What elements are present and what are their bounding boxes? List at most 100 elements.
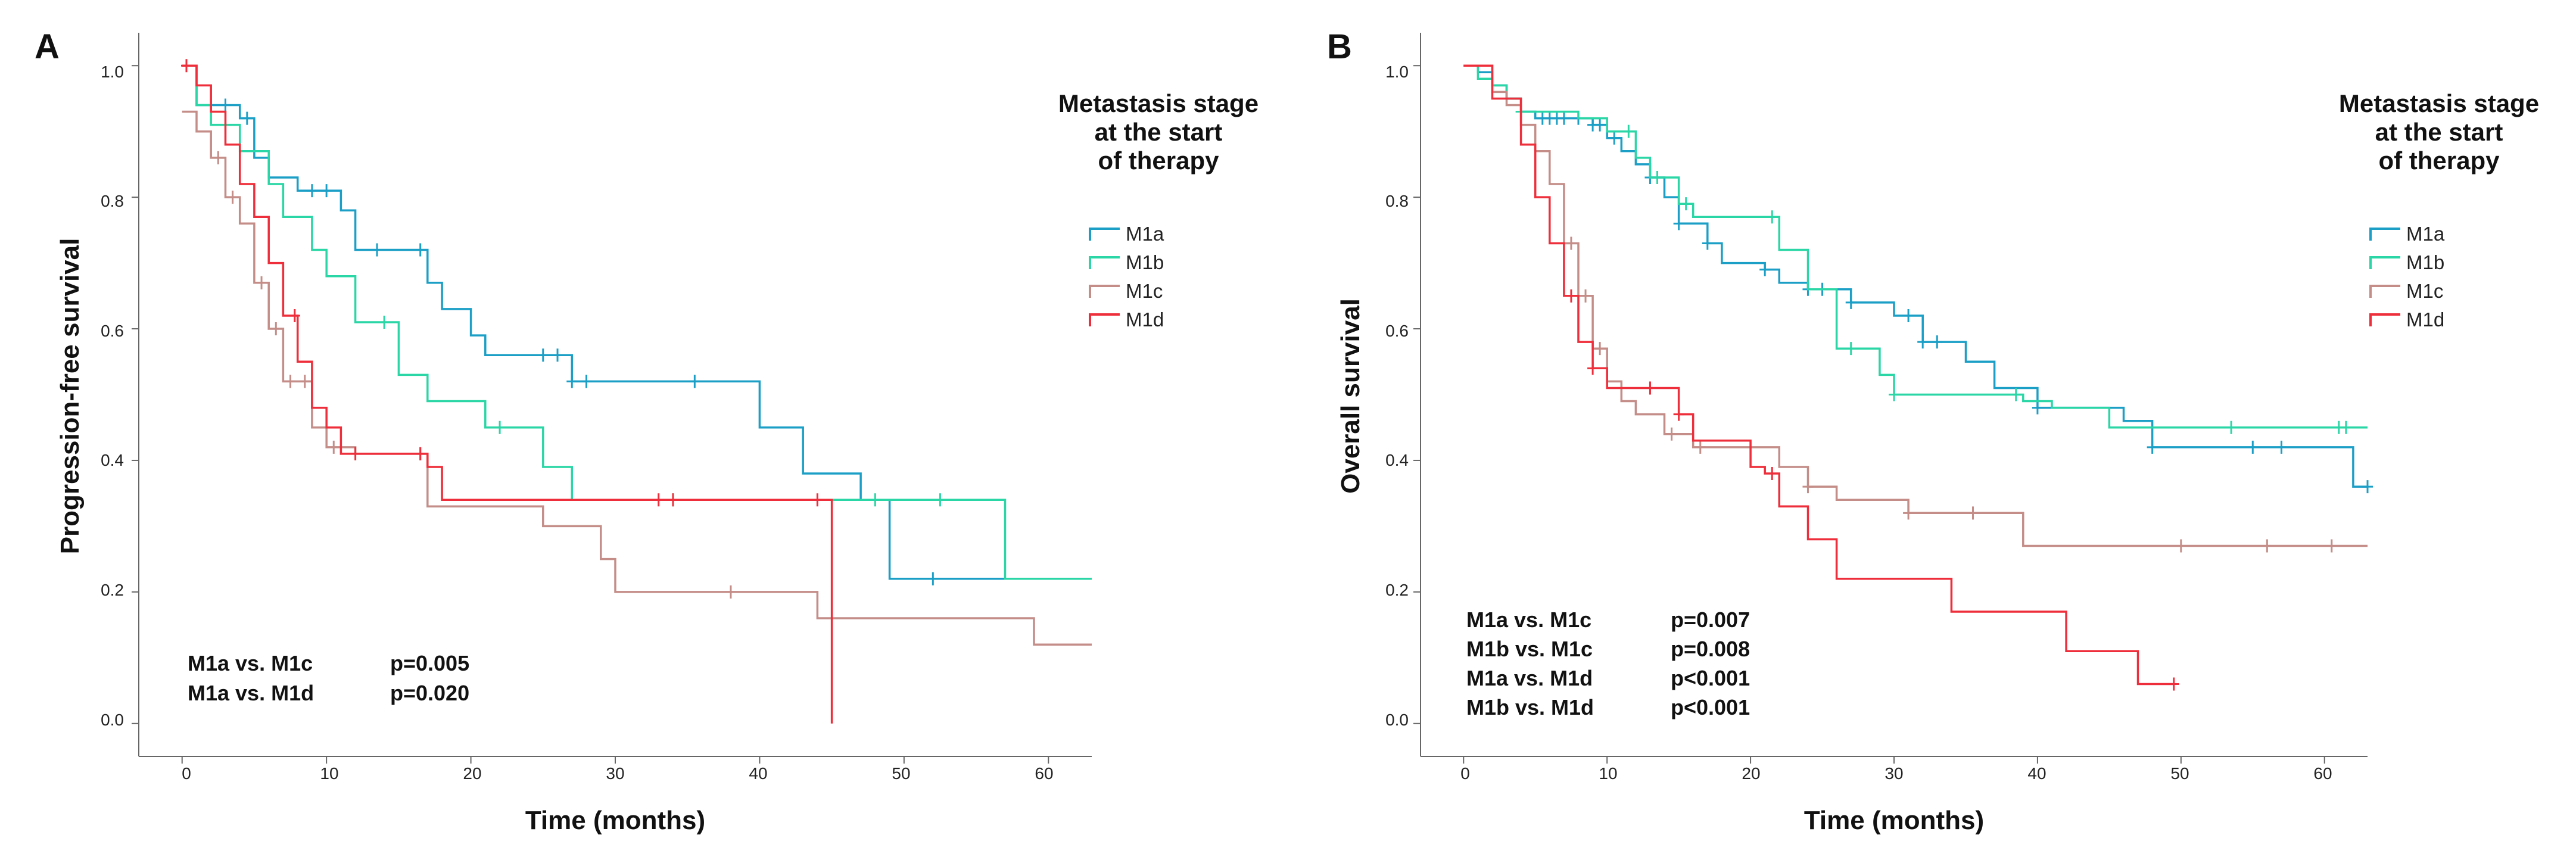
p-value: p<0.001: [1671, 695, 1750, 719]
censor-mark-m1d: [1673, 407, 1684, 421]
censor-mark-m1b: [2340, 420, 2351, 434]
p-value-annotations: M1a vs. M1c p=0.005 M1a vs. M1d p=0.020: [188, 651, 469, 705]
survival-curve-m1d: [1463, 64, 2174, 686]
censor-mark-m1a: [1673, 217, 1684, 230]
x-tick-label: 10: [1599, 764, 1617, 783]
x-tick-label: 60: [2313, 764, 2332, 783]
x-tick-label: 30: [606, 764, 624, 783]
y-tick-label: 1.0: [1385, 63, 1409, 81]
censor-mark-m1a: [306, 184, 317, 198]
censor-mark-m1a: [552, 348, 563, 362]
x-axis-title: Time (months): [525, 806, 705, 835]
censor-mark-m1b: [2010, 388, 2021, 401]
x-tick-label: 40: [2027, 764, 2046, 783]
censor-mark-m1a: [2276, 440, 2287, 454]
comparison-label: M1a vs. M1c: [1466, 608, 1591, 632]
legend-swatch-m1c: [2369, 285, 2400, 298]
legend-swatch-m1d: [2369, 313, 2400, 326]
x-tick-label: 0: [1460, 764, 1470, 783]
survival-curve-m1b: [182, 64, 1092, 580]
censor-mark-m1c: [2262, 539, 2273, 553]
censor-mark-m1b: [870, 493, 881, 507]
censor-mark-m1c: [2326, 539, 2337, 553]
censor-mark-m1a: [1558, 111, 1569, 125]
censor-mark-m1d: [667, 493, 678, 507]
censor-mark-m1c: [1666, 427, 1677, 441]
censor-mark-m1b: [1623, 124, 1634, 138]
y-tick-labels: 1.0 0.8 0.6 0.4 0.2 0.0: [101, 63, 124, 729]
censor-mark-m1a: [1917, 335, 1929, 349]
censor-mark-m1c: [328, 440, 339, 454]
censor-mark-m1a: [415, 243, 426, 257]
legend: Metastasis stage at the start of therapy…: [1058, 89, 1259, 331]
censor-mark-m1c: [1802, 480, 1814, 494]
x-tick-label: 20: [1742, 764, 1760, 783]
panel-letter-b: B: [1327, 27, 1352, 66]
y-tick-label: 0.0: [1385, 711, 1409, 729]
comparison-label: M1b vs. M1d: [1466, 695, 1594, 719]
censor-mark-m1a: [2362, 480, 2373, 494]
x-tick-label: 10: [320, 764, 338, 783]
censor-mark-m1c: [1967, 506, 1979, 520]
p-value: p=0.020: [390, 681, 469, 705]
legend-label-m1c: M1c: [1126, 280, 1163, 302]
legend-title-line: Metastasis stage: [2339, 89, 2539, 117]
legend-label-m1b: M1b: [2406, 251, 2444, 273]
legend-swatch-m1b: [1089, 256, 1120, 269]
censor-mark-m1b: [1889, 388, 1899, 401]
y-tick-label: 0.8: [101, 192, 124, 210]
legend-swatch-m1b: [2369, 256, 2400, 269]
censor-mark-m1b: [935, 493, 946, 507]
legend-label-m1d: M1d: [2406, 309, 2444, 331]
survival-curve-m1d: [182, 64, 833, 724]
y-tick-label: 0.8: [1385, 192, 1409, 210]
censor-mark-m1c: [1565, 236, 1577, 250]
survival-curve-m1c: [182, 110, 1092, 646]
y-tick-label: 0.0: [101, 711, 124, 729]
censor-mark-m1d: [1644, 381, 1656, 395]
comparison-label: M1a vs. M1d: [1466, 666, 1593, 690]
survival-curve-m1c: [1463, 64, 2368, 547]
y-tick-label: 0.2: [101, 581, 124, 599]
survival-curve-m1a: [182, 64, 1092, 580]
censor-mark-m1a: [1845, 295, 1857, 309]
censor-mark-m1c: [1695, 440, 1706, 454]
panel-b: B 1.0 0.8 0.6 0.4 0.2 0.0 0 10 20 30 40 …: [1327, 27, 2539, 835]
censor-mark-m1c: [1580, 289, 1591, 303]
censor-mark-m1d: [2168, 677, 2179, 691]
censor-mark-m1d: [1587, 362, 1599, 375]
censor-mark-m1a: [1903, 309, 1914, 322]
censor-mark-m1a: [1759, 263, 1771, 276]
legend-label-m1c: M1c: [2406, 280, 2443, 302]
x-tick-labels: 0 10 20 30 40 50 60: [1460, 764, 2332, 783]
censor-mark-m1a: [1932, 335, 1943, 349]
censor-mark-m1d: [1767, 467, 1778, 481]
censor-mark-m1a: [927, 572, 939, 585]
panel-letter-a: A: [35, 27, 60, 66]
legend: Metastasis stage at the start of therapy…: [2339, 89, 2539, 331]
censor-mark-m1a: [1594, 118, 1606, 132]
legend-label-m1b: M1b: [1126, 251, 1164, 273]
y-tick-label: 0.4: [1385, 451, 1409, 469]
censor-mark-m1a: [2247, 440, 2259, 454]
censor-mark-m1a: [537, 348, 549, 362]
censor-mark-m1d: [1565, 289, 1577, 303]
censor-mark-m1b: [1680, 197, 1692, 211]
censor-mark-m1a: [1702, 236, 1713, 250]
legend-title-line: of therapy: [1098, 147, 1219, 175]
comparison-label: M1a vs. M1c: [188, 651, 313, 675]
p-value: p=0.007: [1671, 608, 1750, 632]
censor-mark-m1c: [285, 375, 296, 388]
legend-swatch-m1d: [1089, 313, 1120, 326]
comparison-label: M1a vs. M1d: [188, 681, 314, 705]
censor-mark-m1d: [653, 493, 664, 507]
censor-mark-m1a: [220, 98, 231, 112]
censor-mark-m1d: [350, 447, 361, 460]
censor-mark-m1a: [321, 184, 332, 198]
legend-title-line: at the start: [1095, 118, 1223, 146]
censor-mark-m1d: [415, 447, 426, 460]
censor-mark-m1b: [379, 316, 390, 329]
comparison-label: M1b vs. M1c: [1466, 637, 1593, 661]
censor-mark-m1c: [725, 585, 736, 599]
